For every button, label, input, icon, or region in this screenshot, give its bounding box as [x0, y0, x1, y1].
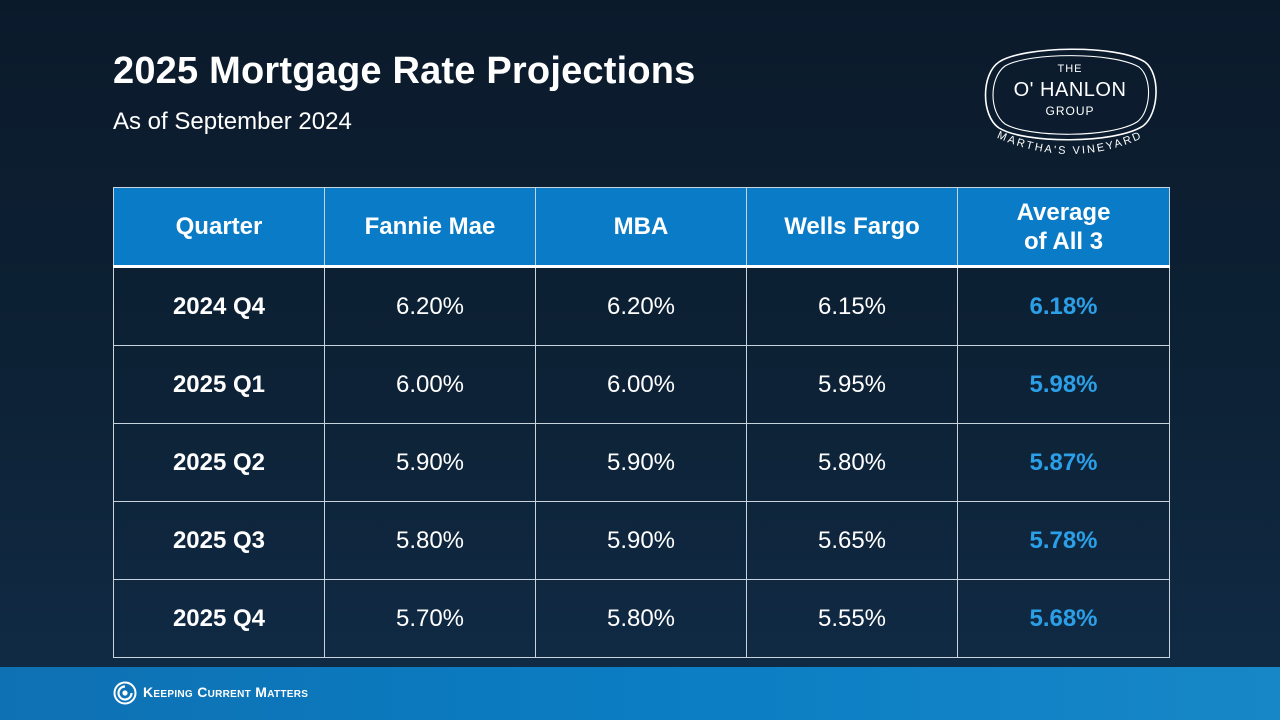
cell-quarter: 2024 Q4: [113, 266, 325, 346]
cell-wells-fargo: 5.80%: [746, 423, 958, 502]
cell-fannie-mae: 6.00%: [324, 345, 536, 424]
page-title: 2025 Mortgage Rate Projections: [113, 50, 696, 92]
cell-wells-fargo: 5.55%: [746, 579, 958, 658]
logo-ring-outer: [984, 48, 1157, 141]
kcm-swirl-icon: [113, 681, 137, 705]
cell-average: 5.98%: [957, 345, 1170, 424]
footer-bar: [0, 667, 1280, 720]
cell-wells-fargo: 6.15%: [746, 266, 958, 346]
table-row: 2025 Q1 6.00% 6.00% 5.95% 5.98%: [113, 345, 1170, 424]
ohanlon-group-logo: THE O' HANLON GROUP MARTHA'S VINEYARD: [975, 40, 1165, 165]
column-header-wells-fargo: Wells Fargo: [746, 187, 958, 268]
cell-average: 6.18%: [957, 266, 1170, 346]
cell-wells-fargo: 5.95%: [746, 345, 958, 424]
cell-mba: 5.90%: [535, 501, 747, 580]
column-header-average: Average of All 3: [957, 187, 1170, 268]
cell-average: 5.87%: [957, 423, 1170, 502]
cell-mba: 5.90%: [535, 423, 747, 502]
cell-quarter: 2025 Q1: [113, 345, 325, 424]
cell-quarter: 2025 Q3: [113, 501, 325, 580]
footer-brand-text: Keeping Current Matters: [143, 684, 309, 700]
cell-average: 5.78%: [957, 501, 1170, 580]
cell-fannie-mae: 5.80%: [324, 501, 536, 580]
logo-ring-inner: [992, 55, 1150, 135]
column-header-mba: MBA: [535, 187, 747, 268]
cell-mba: 5.80%: [535, 579, 747, 658]
cell-mba: 6.00%: [535, 345, 747, 424]
cell-quarter: 2025 Q2: [113, 423, 325, 502]
table-row: 2024 Q4 6.20% 6.20% 6.15% 6.18%: [113, 266, 1170, 346]
logo-line-1: THE: [1058, 63, 1083, 75]
ohanlon-logo-icon: THE O' HANLON GROUP MARTHA'S VINEYARD: [984, 48, 1157, 157]
page-subtitle: As of September 2024: [113, 108, 352, 135]
logo-line-3: GROUP: [1045, 104, 1094, 118]
logo-line-2: O' HANLON: [1014, 79, 1127, 101]
cell-quarter: 2025 Q4: [113, 579, 325, 658]
column-header-fannie-mae: Fannie Mae: [324, 187, 536, 268]
table-row: 2025 Q2 5.90% 5.90% 5.80% 5.87%: [113, 423, 1170, 502]
cell-fannie-mae: 6.20%: [324, 266, 536, 346]
cell-average: 5.68%: [957, 579, 1170, 658]
column-header-quarter: Quarter: [113, 187, 325, 268]
cell-fannie-mae: 5.70%: [324, 579, 536, 658]
table-row: 2025 Q3 5.80% 5.90% 5.65% 5.78%: [113, 501, 1170, 580]
mortgage-rate-table: Quarter Fannie Mae MBA Wells Fargo Avera…: [113, 187, 1170, 658]
cell-wells-fargo: 5.65%: [746, 501, 958, 580]
cell-fannie-mae: 5.90%: [324, 423, 536, 502]
table-header-row: Quarter Fannie Mae MBA Wells Fargo Avera…: [113, 187, 1170, 268]
table-row: 2025 Q4 5.70% 5.80% 5.55% 5.68%: [113, 579, 1170, 658]
cell-mba: 6.20%: [535, 266, 747, 346]
